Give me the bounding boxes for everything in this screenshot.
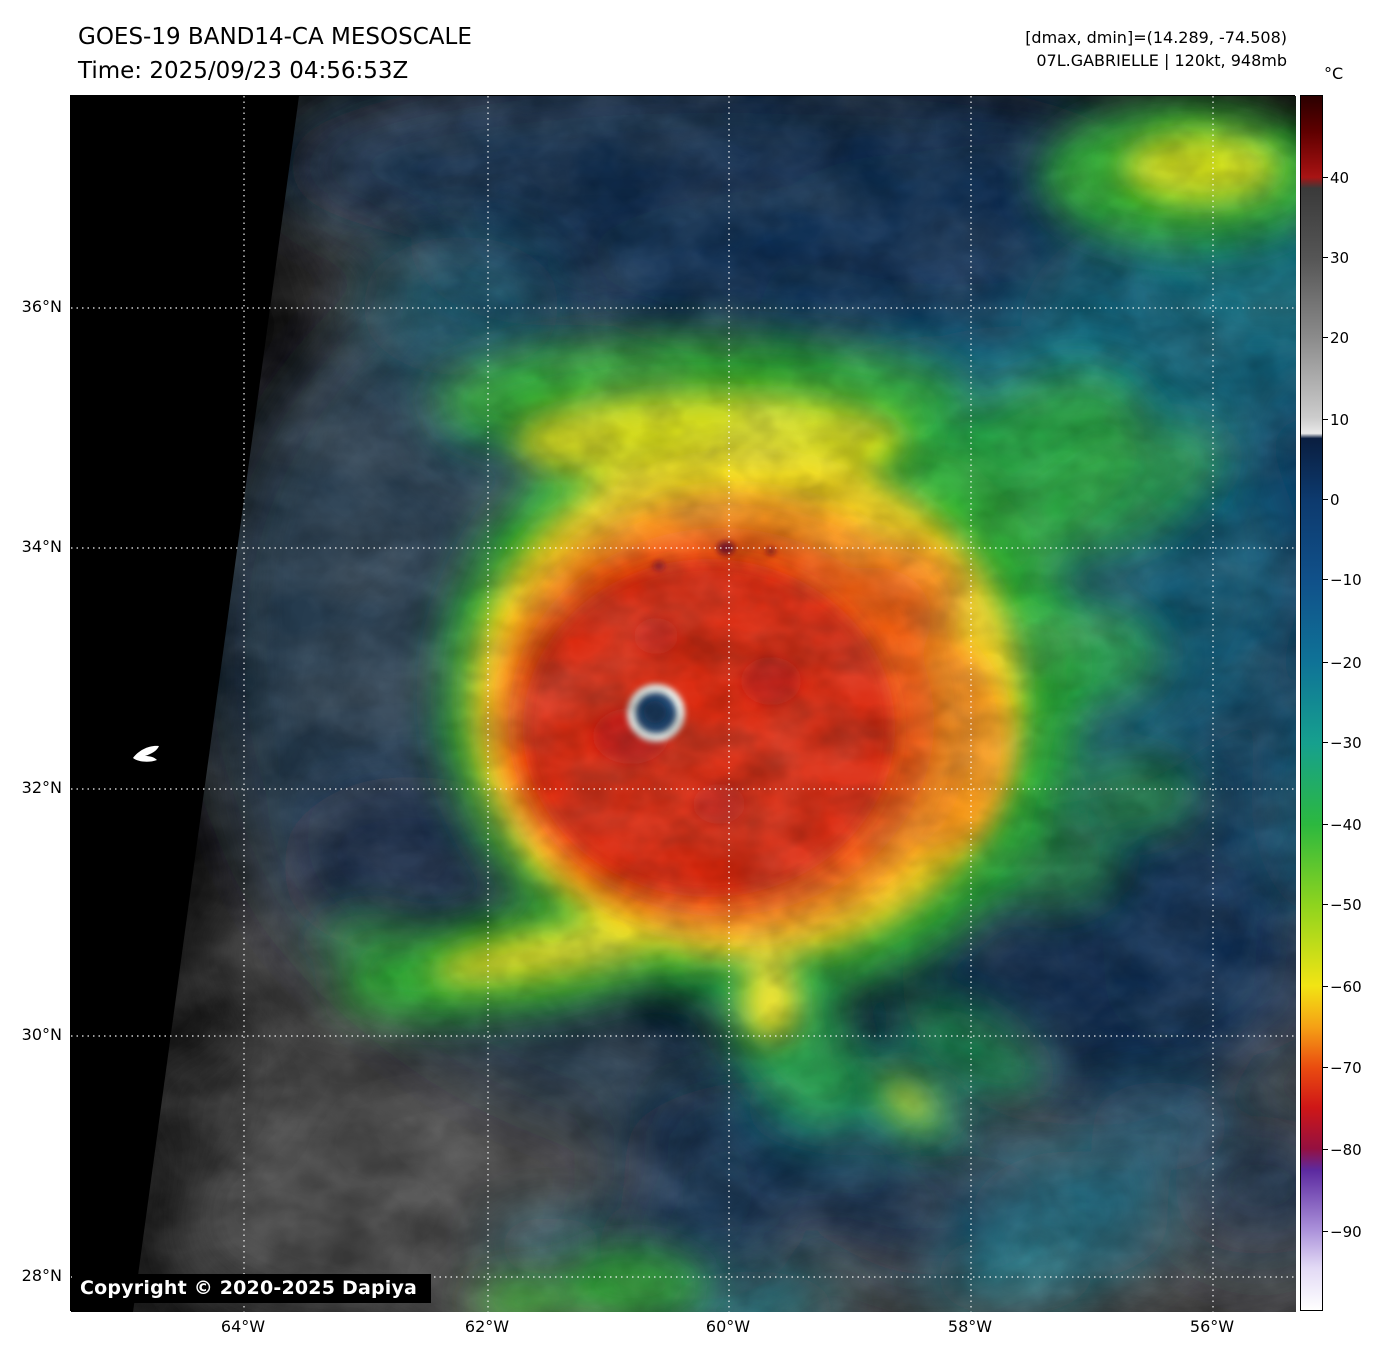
copyright-label: Copyright © 2020-2025 Dapiya	[72, 1274, 432, 1303]
lon-tick-label: 64°W	[220, 1317, 266, 1336]
colorbar-tick-label: 20	[1322, 329, 1350, 347]
lat-tick-label: 34°N	[21, 537, 62, 556]
no-data-wedge	[71, 96, 299, 1312]
lon-tick-label: 60°W	[705, 1317, 751, 1336]
lat-tick-label: 36°N	[21, 297, 62, 316]
annotation-block: [dmax, dmin]=(14.289, -74.508) 07L.GABRI…	[1025, 26, 1287, 72]
title-block: GOES-19 BAND14-CA MESOSCALE Time: 2025/0…	[78, 20, 472, 88]
lat-tick-label: 28°N	[21, 1266, 62, 1285]
colorbar-tick-label: −20	[1323, 654, 1362, 672]
plot-title: GOES-19 BAND14-CA MESOSCALE	[78, 24, 472, 50]
colorbar-tick-label: −40	[1323, 816, 1362, 834]
storm-info-annotation: 07L.GABRIELLE | 120kt, 948mb	[1036, 51, 1287, 70]
colorbar-tick-label: 10	[1322, 411, 1350, 429]
colorbar-tick-label: −90	[1323, 1223, 1362, 1241]
satellite-imagery	[71, 96, 1296, 1312]
satellite-map: Copyright © 2020-2025 Dapiya	[70, 95, 1296, 1312]
colorbar-tick-label: 30	[1322, 249, 1350, 267]
plot-time: Time: 2025/09/23 04:56:53Z	[78, 58, 409, 84]
colorbar-unit-label: °C	[1324, 64, 1344, 83]
colorbar-tick-label: 40	[1322, 169, 1350, 187]
lat-tick-label: 30°N	[21, 1025, 62, 1044]
lon-tick-label: 56°W	[1189, 1317, 1235, 1336]
temperature-colorbar	[1300, 95, 1323, 1311]
bermuda-island	[133, 745, 159, 762]
colorbar-tick-label: −80	[1323, 1141, 1362, 1159]
colorbar-tick-label: −70	[1323, 1059, 1362, 1077]
colorbar-tick-label: −30	[1323, 734, 1362, 752]
colorbar-tick-label: −60	[1323, 978, 1362, 996]
colorbar-tick-label: 0	[1323, 491, 1340, 509]
cloud-texture-dark	[71, 96, 1296, 1312]
lon-tick-label: 62°W	[464, 1317, 510, 1336]
colorbar-tick-label: −10	[1323, 571, 1362, 589]
lon-tick-label: 58°W	[947, 1317, 993, 1336]
lat-tick-label: 32°N	[21, 778, 62, 797]
colorbar-tick-label: −50	[1323, 896, 1362, 914]
dmax-dmin-annotation: [dmax, dmin]=(14.289, -74.508)	[1025, 28, 1287, 47]
